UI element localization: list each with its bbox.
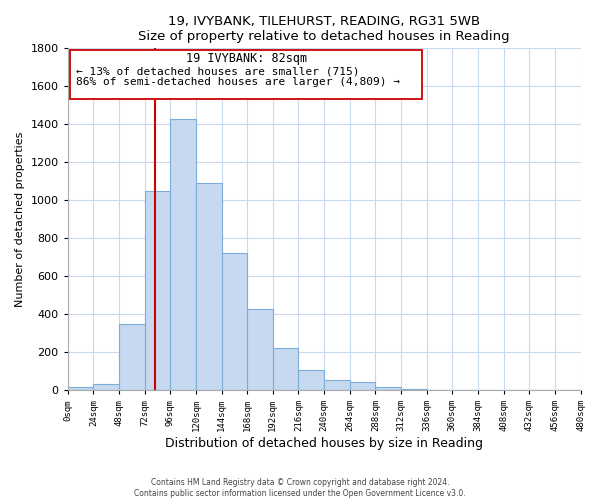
Y-axis label: Number of detached properties: Number of detached properties [15,132,25,307]
Bar [170,118,196,390]
Text: 86% of semi-detached houses are larger (4,809) →: 86% of semi-detached houses are larger (… [76,76,400,86]
Bar [94,384,119,390]
Text: 19 IVYBANK: 82sqm: 19 IVYBANK: 82sqm [185,52,307,66]
Bar [350,382,376,390]
FancyBboxPatch shape [70,50,422,98]
Bar [324,380,350,390]
Text: Contains HM Land Registry data © Crown copyright and database right 2024.
Contai: Contains HM Land Registry data © Crown c… [134,478,466,498]
X-axis label: Distribution of detached houses by size in Reading: Distribution of detached houses by size … [165,437,483,450]
Bar [298,370,324,390]
Title: 19, IVYBANK, TILEHURST, READING, RG31 5WB
Size of property relative to detached : 19, IVYBANK, TILEHURST, READING, RG31 5W… [138,15,510,43]
Bar [119,324,145,390]
Bar [247,308,273,390]
Bar [273,348,298,390]
Bar [145,191,170,390]
Bar [196,183,221,390]
Bar [68,388,94,390]
Bar [376,386,401,390]
Text: ← 13% of detached houses are smaller (715): ← 13% of detached houses are smaller (71… [76,66,360,76]
Bar [401,389,427,390]
Bar [221,254,247,390]
